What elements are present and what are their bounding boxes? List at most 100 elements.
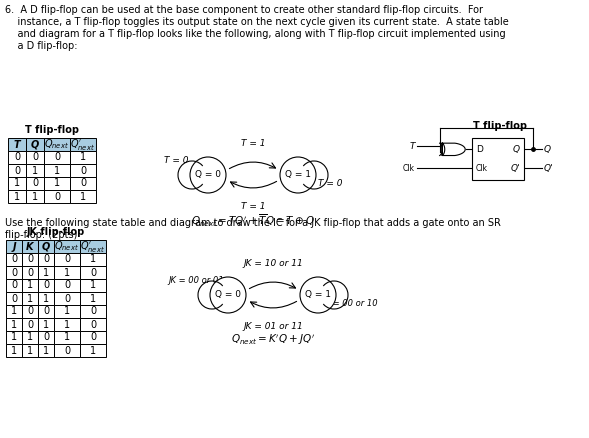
Bar bbox=[6, 240, 22, 253]
Bar bbox=[6, 253, 22, 266]
Text: Q: Q bbox=[513, 145, 520, 154]
Bar bbox=[38, 253, 54, 266]
Text: JK flip-flop: JK flip-flop bbox=[27, 227, 85, 237]
Text: 1: 1 bbox=[32, 166, 38, 176]
Bar bbox=[44, 190, 70, 203]
Bar bbox=[44, 177, 70, 190]
Text: Q: Q bbox=[42, 241, 50, 251]
Text: 1: 1 bbox=[90, 254, 96, 265]
Text: 1: 1 bbox=[90, 346, 96, 356]
Bar bbox=[54, 305, 80, 318]
Text: 1: 1 bbox=[43, 268, 49, 278]
Text: instance, a T flip-flop toggles its output state on the next cycle given its cur: instance, a T flip-flop toggles its outp… bbox=[5, 17, 509, 27]
Bar bbox=[70, 190, 96, 203]
Bar bbox=[26, 138, 44, 151]
Text: 1: 1 bbox=[80, 152, 86, 162]
Text: 1: 1 bbox=[64, 307, 70, 317]
Text: Q: Q bbox=[544, 145, 551, 154]
Text: 0: 0 bbox=[90, 307, 96, 317]
Bar bbox=[80, 292, 106, 305]
Bar bbox=[6, 305, 22, 318]
Bar bbox=[6, 292, 22, 305]
Text: a D flip-flop:: a D flip-flop: bbox=[5, 41, 78, 51]
Bar bbox=[54, 266, 80, 279]
Text: 1: 1 bbox=[54, 166, 60, 176]
Text: 0: 0 bbox=[64, 346, 70, 356]
Bar bbox=[38, 344, 54, 357]
Text: and diagram for a T flip-flop looks like the following, along with T flip-flop c: and diagram for a T flip-flop looks like… bbox=[5, 29, 505, 39]
Text: Q': Q' bbox=[511, 164, 520, 173]
Text: 1: 1 bbox=[64, 319, 70, 329]
Text: JK = 01 or 11: JK = 01 or 11 bbox=[243, 322, 303, 331]
Text: 0: 0 bbox=[11, 293, 17, 304]
Bar bbox=[80, 331, 106, 344]
Text: 1: 1 bbox=[90, 280, 96, 290]
Text: 0: 0 bbox=[43, 254, 49, 265]
Text: 1: 1 bbox=[64, 332, 70, 343]
Text: 0: 0 bbox=[27, 268, 33, 278]
Bar bbox=[80, 253, 106, 266]
Text: D: D bbox=[476, 145, 483, 154]
Text: 0: 0 bbox=[80, 166, 86, 176]
Bar bbox=[22, 305, 38, 318]
Text: Q = 1: Q = 1 bbox=[305, 290, 331, 300]
Text: 0: 0 bbox=[90, 268, 96, 278]
Bar bbox=[6, 318, 22, 331]
Text: 0: 0 bbox=[11, 280, 17, 290]
Text: 1: 1 bbox=[11, 307, 17, 317]
Text: T: T bbox=[14, 139, 20, 149]
Bar bbox=[38, 305, 54, 318]
Text: 1: 1 bbox=[90, 293, 96, 304]
Bar bbox=[54, 344, 80, 357]
Bar bbox=[54, 331, 80, 344]
Bar bbox=[22, 344, 38, 357]
Text: 0: 0 bbox=[32, 152, 38, 162]
Bar bbox=[80, 318, 106, 331]
Text: 1: 1 bbox=[80, 191, 86, 201]
Bar bbox=[22, 292, 38, 305]
Bar bbox=[8, 190, 26, 203]
Bar bbox=[38, 279, 54, 292]
Text: $Q_{next}$: $Q_{next}$ bbox=[44, 138, 70, 152]
Bar bbox=[8, 138, 26, 151]
Circle shape bbox=[280, 157, 316, 193]
Text: Q': Q' bbox=[544, 164, 554, 173]
Bar bbox=[26, 190, 44, 203]
Text: 0: 0 bbox=[43, 280, 49, 290]
Text: 1: 1 bbox=[43, 346, 49, 356]
Bar bbox=[38, 318, 54, 331]
Text: 0: 0 bbox=[43, 307, 49, 317]
Bar bbox=[472, 138, 524, 180]
Bar bbox=[54, 240, 80, 253]
Bar bbox=[44, 164, 70, 177]
Bar bbox=[22, 331, 38, 344]
Bar bbox=[38, 331, 54, 344]
Text: $Q_{next} = TQ' + \overline{T}Q = T \oplus Q$: $Q_{next} = TQ' + \overline{T}Q = T \opl… bbox=[191, 213, 315, 230]
Text: 0: 0 bbox=[90, 319, 96, 329]
Text: 0: 0 bbox=[14, 166, 20, 176]
Bar bbox=[8, 177, 26, 190]
Text: 1: 1 bbox=[14, 179, 20, 188]
Text: J: J bbox=[12, 241, 16, 251]
Text: T: T bbox=[409, 142, 415, 151]
Text: 0: 0 bbox=[43, 332, 49, 343]
Bar bbox=[70, 177, 96, 190]
Text: Q = 0: Q = 0 bbox=[195, 170, 221, 180]
Text: Q = 0: Q = 0 bbox=[215, 290, 241, 300]
Text: 0: 0 bbox=[27, 319, 33, 329]
Text: 1: 1 bbox=[64, 268, 70, 278]
Text: 1: 1 bbox=[27, 346, 33, 356]
Text: 0: 0 bbox=[11, 254, 17, 265]
Bar bbox=[6, 266, 22, 279]
Text: 0: 0 bbox=[80, 179, 86, 188]
Bar bbox=[26, 151, 44, 164]
Bar bbox=[44, 151, 70, 164]
Text: 0: 0 bbox=[64, 280, 70, 290]
Bar bbox=[38, 240, 54, 253]
Bar bbox=[54, 279, 80, 292]
Text: $Q_{next} = K'Q + JQ'$: $Q_{next} = K'Q + JQ'$ bbox=[231, 333, 315, 347]
Text: 1: 1 bbox=[43, 293, 49, 304]
Text: 0: 0 bbox=[14, 152, 20, 162]
Text: T flip-flop: T flip-flop bbox=[473, 121, 527, 131]
Bar bbox=[54, 318, 80, 331]
